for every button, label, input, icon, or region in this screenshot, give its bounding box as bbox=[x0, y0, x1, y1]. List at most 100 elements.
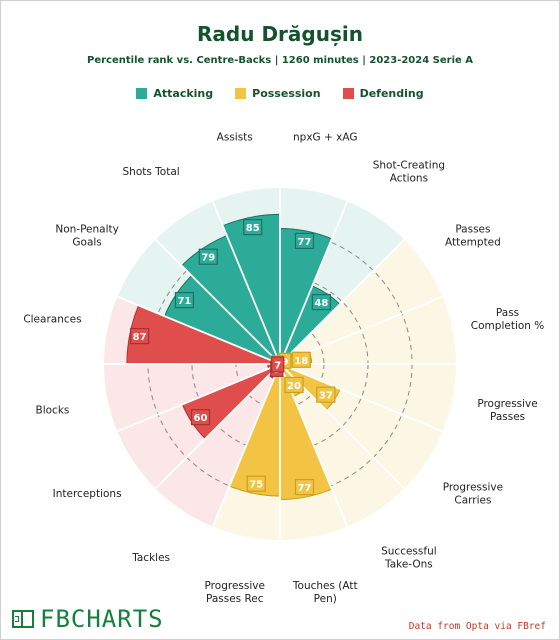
background-wedge bbox=[280, 296, 456, 364]
spoke bbox=[211, 201, 281, 365]
fbcharts-logo: FBCHARTS bbox=[12, 605, 164, 633]
legend-item-possession: Possession bbox=[235, 87, 321, 100]
value-label: 7 bbox=[274, 360, 281, 371]
category-label: Touches (Att Pen) bbox=[292, 580, 358, 605]
category-label-line: Passes bbox=[490, 411, 525, 423]
category-label-line: Interceptions bbox=[53, 488, 122, 500]
category-label-line: Take-Ons bbox=[384, 558, 433, 570]
category-label-line: Touches (Att bbox=[292, 580, 358, 592]
value-label: 75 bbox=[249, 480, 263, 491]
value-label-box bbox=[284, 376, 304, 394]
chart-title: Radu Drăgușin bbox=[197, 22, 363, 46]
category-label-line: Pass bbox=[496, 307, 519, 319]
category-label-line: Shots Total bbox=[123, 166, 180, 178]
category-label-line: Progressive bbox=[205, 580, 265, 592]
value-label-box bbox=[294, 479, 315, 496]
background-wedge bbox=[104, 364, 280, 432]
category-label: Successful Take-Ons bbox=[381, 545, 437, 570]
category-label: Clearances bbox=[23, 314, 81, 326]
category-label-line: Pen) bbox=[314, 593, 337, 605]
value-label-box bbox=[130, 327, 150, 345]
value-label-box bbox=[271, 356, 285, 373]
category-label-line: Progressive bbox=[477, 398, 537, 410]
category-label-line: Progressive bbox=[443, 481, 503, 493]
category-label: Passes Attempted bbox=[445, 224, 501, 249]
category-label-line: Goals bbox=[72, 237, 101, 249]
category-label: Non-Penalty Goals bbox=[55, 224, 118, 249]
value-label-box bbox=[246, 475, 266, 492]
category-label-line: Successful bbox=[381, 545, 437, 557]
value-label-box bbox=[291, 351, 311, 368]
pitch-icon bbox=[12, 610, 34, 628]
legend: Attacking Possession Defending bbox=[0, 87, 560, 100]
spoke bbox=[279, 363, 443, 433]
category-label: Tackles bbox=[131, 552, 170, 564]
background-wedge bbox=[280, 364, 405, 527]
spoke bbox=[154, 238, 281, 365]
category-label-line: Tackles bbox=[131, 552, 170, 564]
value-label-box bbox=[294, 232, 315, 249]
legend-label-defending: Defending bbox=[359, 87, 424, 100]
category-label-line: Passes Rec bbox=[206, 593, 264, 605]
category-label: Assists bbox=[217, 131, 253, 143]
spoke bbox=[117, 363, 281, 433]
value-label-box bbox=[311, 293, 331, 311]
category-label: Blocks bbox=[36, 404, 70, 416]
category-label-line: Passes bbox=[455, 224, 490, 236]
value-label-box bbox=[190, 409, 211, 426]
value-label: 20 bbox=[287, 381, 301, 392]
value-label: 48 bbox=[314, 298, 328, 309]
value-label: 71 bbox=[177, 296, 191, 307]
legend-swatch-defending bbox=[342, 88, 354, 99]
background-wedge bbox=[280, 239, 443, 364]
category-label-line: Actions bbox=[390, 173, 428, 185]
category-label: Interceptions bbox=[53, 488, 122, 500]
spoke bbox=[154, 363, 281, 490]
legend-item-attacking: Attacking bbox=[136, 87, 213, 100]
category-label-line: Carries bbox=[454, 494, 491, 506]
category-label: Progressive Passes bbox=[477, 398, 537, 423]
category-label-line: Blocks bbox=[36, 404, 70, 416]
value-label-box bbox=[243, 218, 263, 236]
spoke bbox=[117, 295, 281, 365]
category-label: Shots Total bbox=[123, 166, 180, 178]
category-label-line: Attempted bbox=[445, 237, 501, 249]
legend-swatch-possession bbox=[235, 88, 247, 99]
category-label-line: Completion % bbox=[471, 320, 544, 332]
category-label: Progressive Passes Rec bbox=[205, 580, 265, 605]
category-label-line: Clearances bbox=[23, 314, 81, 326]
spoke bbox=[279, 201, 349, 365]
background-wedge bbox=[280, 364, 456, 432]
category-label: npxG + xAG bbox=[293, 131, 358, 143]
value-label-box bbox=[316, 386, 336, 403]
value-label: 60 bbox=[194, 413, 208, 424]
value-label: 85 bbox=[246, 223, 260, 234]
chart-subtitle: Percentile rank vs. Centre-Backs | 1260 … bbox=[86, 55, 474, 66]
brand-text: FBCHARTS bbox=[40, 605, 164, 633]
legend-swatch-attacking bbox=[136, 88, 148, 99]
value-label-box bbox=[174, 292, 195, 309]
value-label: 79 bbox=[201, 253, 215, 264]
value-label: 87 bbox=[133, 332, 147, 343]
value-label: 18 bbox=[294, 356, 308, 367]
value-label: 77 bbox=[298, 237, 312, 248]
legend-label-possession: Possession bbox=[252, 87, 321, 100]
category-label-line: Non-Penalty bbox=[55, 224, 118, 236]
category-label-line: Assists bbox=[217, 131, 253, 143]
category-label: Pass Completion % bbox=[471, 307, 544, 332]
value-label: 9 bbox=[281, 357, 288, 368]
legend-item-defending: Defending bbox=[342, 87, 424, 100]
category-label-line: npxG + xAG bbox=[293, 131, 358, 143]
legend-label-attacking: Attacking bbox=[153, 87, 214, 100]
background-wedge bbox=[155, 364, 280, 527]
spoke bbox=[211, 363, 281, 527]
spoke bbox=[279, 238, 406, 365]
value-label: 77 bbox=[298, 483, 312, 494]
value-label: 37 bbox=[319, 391, 333, 402]
category-label: Shot-Creating Actions bbox=[373, 160, 445, 185]
category-label: Progressive Carries bbox=[443, 481, 503, 506]
category-label-line: Shot-Creating bbox=[373, 160, 445, 172]
data-credit: Data from Opta via FBref bbox=[408, 621, 546, 632]
value-label-box bbox=[198, 248, 218, 265]
